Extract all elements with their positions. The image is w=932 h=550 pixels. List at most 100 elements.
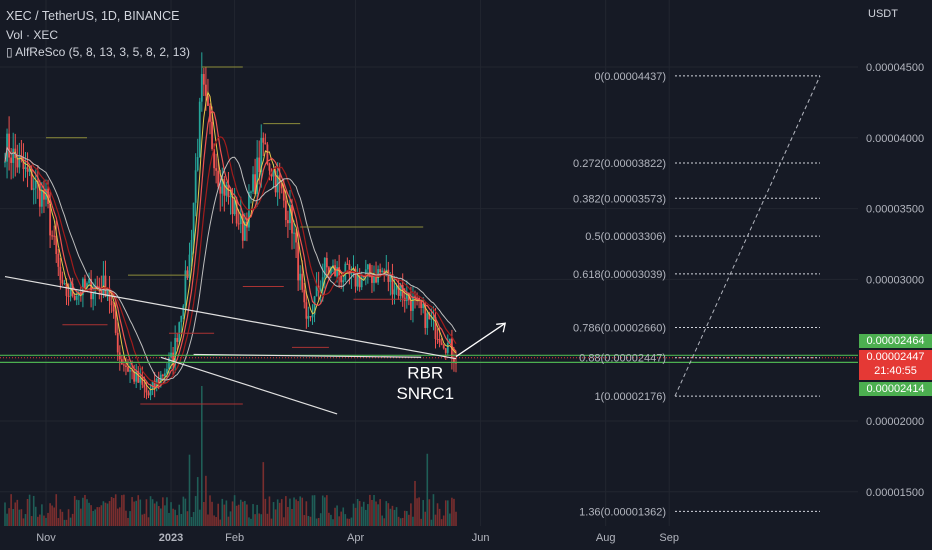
candle-body — [174, 338, 177, 366]
volume-bar — [436, 503, 439, 526]
indicator-icon: ▯ — [6, 45, 16, 59]
volume-bar — [18, 509, 21, 526]
candle-body — [381, 270, 384, 273]
volume-bar — [172, 508, 174, 526]
candle-body — [61, 280, 64, 284]
volume-bar — [8, 508, 10, 526]
candle-body — [106, 288, 109, 297]
volume-bar — [100, 505, 103, 526]
volume-bar — [166, 497, 168, 526]
candle-body — [440, 342, 443, 345]
volume-bar — [319, 513, 322, 526]
candle-body — [307, 316, 310, 319]
candle-body — [254, 174, 256, 194]
candle-body — [448, 338, 451, 343]
bar-countdown: 21:40:55 — [874, 365, 917, 377]
candle-body — [123, 364, 125, 366]
annotation-tag: SNRC1 — [396, 384, 454, 403]
annotation-pattern: RBR — [407, 364, 443, 383]
candle-body — [358, 274, 361, 288]
volume-bar — [442, 515, 445, 526]
candle-body — [190, 239, 193, 255]
candle-body — [104, 275, 107, 297]
volume-bar — [403, 510, 406, 526]
volume-bar — [244, 500, 246, 526]
volume-bar — [119, 507, 121, 526]
candle-body — [414, 296, 416, 298]
candle-body — [293, 232, 295, 234]
fib-level-label: 0.786(0.00002660) — [573, 323, 666, 335]
candle-body — [243, 221, 246, 241]
volume-bar — [26, 499, 29, 526]
volume-bar — [67, 509, 70, 526]
candle-body — [305, 302, 308, 319]
candle-body — [436, 338, 439, 340]
candle-body — [24, 167, 27, 169]
candle-body — [383, 270, 386, 275]
volume-bar — [375, 501, 377, 526]
volume-bar — [276, 499, 279, 526]
candle-body — [319, 288, 322, 291]
volume-bar — [274, 509, 277, 526]
volume-bar — [6, 513, 8, 526]
candle-body — [135, 371, 138, 382]
volume-bar — [455, 511, 457, 526]
candle-body — [198, 101, 201, 158]
volume-bar — [268, 496, 271, 526]
volume-bar — [416, 498, 418, 526]
volume-bar — [371, 499, 373, 526]
volume-bar — [184, 498, 187, 526]
candle-body — [231, 195, 234, 215]
volume-bar — [430, 519, 433, 526]
y-tick-label: 0.00003500 — [866, 204, 924, 216]
volume-bar — [293, 497, 295, 526]
y-tick-label: 0.00001500 — [866, 487, 924, 499]
candle-body — [215, 168, 218, 171]
fib-level-label: 1(0.00002176) — [594, 391, 666, 403]
indicator-legend[interactable]: ▯ AlfReSco (5, 8, 13, 3, 5, 8, 2, 13) — [6, 45, 190, 59]
price-tag-lower: 0.00002414 — [859, 382, 932, 396]
candle-body — [129, 370, 131, 372]
fib-level-label: 0.618(0.00003039) — [573, 269, 666, 281]
candle-body — [395, 285, 398, 290]
volume-bar — [391, 505, 394, 526]
candle-body — [57, 254, 60, 267]
volume-bar — [114, 494, 117, 526]
candle-body — [8, 133, 10, 158]
volume-bar — [248, 517, 250, 526]
volume-bar — [266, 513, 269, 526]
candle-body — [205, 84, 207, 96]
volume-bar — [373, 494, 375, 526]
candle-body — [315, 285, 318, 297]
candle-body — [102, 275, 105, 294]
volume-bar — [80, 508, 82, 526]
candle-body — [342, 280, 345, 283]
candle-body — [43, 190, 45, 200]
symbol-title[interactable]: XEC / TetherUS, 1D, BINANCE — [6, 9, 180, 23]
candle-body — [53, 235, 56, 237]
volume-bar — [153, 503, 156, 526]
candle-body — [364, 269, 367, 276]
volume-bar — [367, 504, 369, 526]
candle-body — [264, 142, 267, 145]
candle-body — [282, 188, 285, 201]
candle-body — [229, 195, 232, 198]
volume-bar — [108, 501, 111, 526]
volume-bar — [129, 511, 131, 526]
fib-diagonal — [674, 75, 821, 397]
volume-bar — [14, 502, 17, 526]
volume-bar — [239, 499, 242, 526]
candle-body — [55, 235, 58, 255]
x-tick-label: Feb — [225, 532, 244, 544]
candle-body — [311, 314, 314, 318]
volume-legend[interactable]: Vol · XEC — [6, 28, 59, 42]
volume-bar — [162, 497, 164, 526]
candle-body — [428, 313, 431, 320]
volume-bar — [157, 506, 160, 526]
volume-bar — [420, 518, 422, 526]
candle-body — [387, 269, 390, 282]
volume-bar — [176, 515, 178, 526]
volume-bar — [332, 519, 334, 526]
volume-bar — [422, 500, 424, 526]
